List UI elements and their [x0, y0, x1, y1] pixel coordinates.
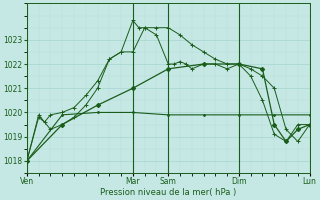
X-axis label: Pression niveau de la mer( hPa ): Pression niveau de la mer( hPa )	[100, 188, 236, 197]
